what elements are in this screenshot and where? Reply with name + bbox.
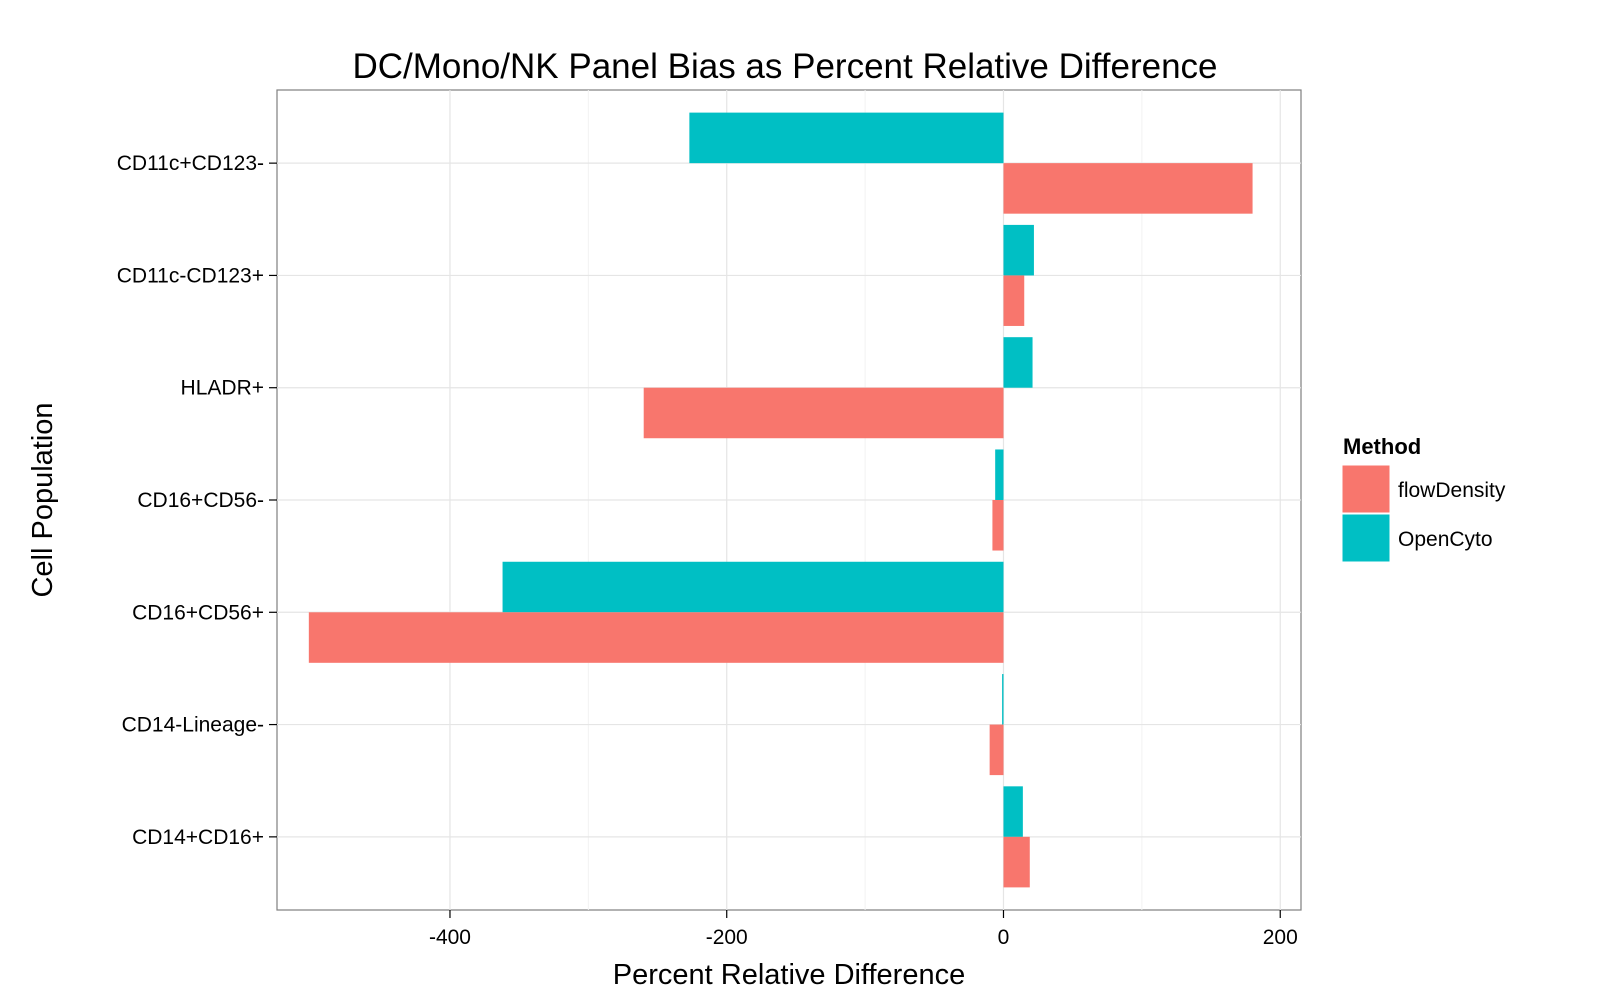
x-axis: -400 -200 0 200: [429, 910, 1298, 949]
bar-flowdensity-1: [1003, 275, 1025, 326]
chart-title: DC/Mono/NK Panel Bias as Percent Relativ…: [352, 47, 1217, 86]
bar-opencyto-4: [502, 561, 1004, 613]
y-axis: CD11c+CD123- CD11c-CD123+ HLADR+ CD16+CD56-…: [117, 152, 277, 849]
legend-title: Method: [1343, 434, 1421, 459]
bar-flowdensity-6: [1003, 836, 1030, 888]
bar-flowdensity-2: [643, 387, 1004, 439]
legend: Method flowDensity OpenCyto: [1341, 434, 1506, 563]
legend-label-flowdensity: flowDensity: [1398, 479, 1506, 502]
bar-opencyto-3: [995, 449, 1004, 500]
y-axis-title: Cell Population: [27, 402, 59, 597]
x-tick-label: 200: [1263, 926, 1298, 949]
bar-flowdensity-0: [1003, 163, 1253, 214]
y-tick-label: CD16+CD56-: [137, 489, 264, 512]
bars: [308, 112, 1253, 888]
y-tick-label: CD11c+CD123-: [117, 152, 264, 175]
bar-opencyto-1: [1003, 224, 1034, 276]
legend-label-opencyto: OpenCyto: [1398, 528, 1493, 551]
y-tick-label: CD16+CD56+: [132, 601, 264, 624]
y-tick-label: CD11c-CD123+: [117, 264, 264, 287]
bar-opencyto-5: [1002, 674, 1004, 725]
x-tick-label: -200: [706, 926, 748, 949]
x-tick-label: -400: [429, 926, 471, 949]
bar-opencyto-2: [1003, 337, 1033, 388]
legend-swatch-flowdensity: [1341, 464, 1391, 514]
bar-flowdensity-4: [308, 612, 1004, 663]
x-tick-label: 0: [998, 926, 1010, 949]
bar-flowdensity-5: [989, 724, 1004, 776]
y-tick-label: HLADR+: [181, 377, 264, 400]
x-axis-title: Percent Relative Difference: [613, 959, 965, 991]
bar-opencyto-6: [1003, 786, 1023, 837]
y-tick-label: CD14-Lineage-: [122, 714, 264, 737]
legend-swatch-opencyto: [1341, 513, 1391, 563]
y-tick-label: CD14+CD16+: [132, 826, 264, 849]
bar-flowdensity-3: [992, 500, 1004, 551]
bar-opencyto-0: [689, 112, 1004, 164]
